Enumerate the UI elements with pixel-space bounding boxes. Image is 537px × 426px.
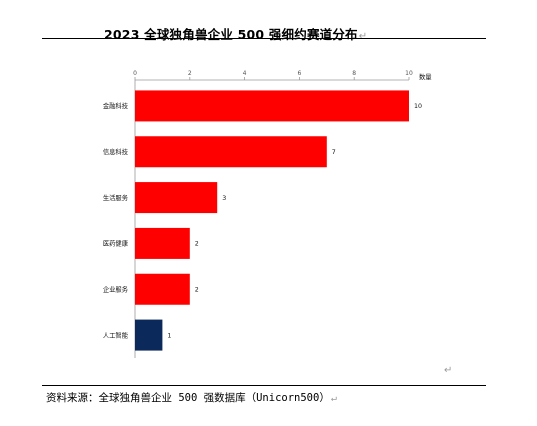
bar bbox=[135, 273, 190, 305]
category-label: 金融科技 bbox=[103, 101, 129, 110]
bar bbox=[135, 90, 409, 122]
category-label: 医药健康 bbox=[103, 239, 129, 248]
category-label: 企业服务 bbox=[103, 284, 129, 293]
data-label: 1 bbox=[167, 332, 171, 339]
category-label: 生活服务 bbox=[103, 193, 129, 202]
x-tick-label: 0 bbox=[133, 70, 137, 77]
title-rule bbox=[42, 38, 486, 39]
x-tick-label: 8 bbox=[352, 70, 356, 77]
data-label: 2 bbox=[195, 241, 199, 248]
return-mark-icon: ↵ bbox=[358, 31, 368, 42]
data-label: 2 bbox=[195, 286, 199, 293]
return-mark-icon: ↵ bbox=[330, 393, 337, 404]
category-label: 人工智能 bbox=[103, 330, 129, 339]
bar bbox=[135, 182, 218, 214]
data-label: 3 bbox=[222, 195, 226, 202]
bar bbox=[135, 136, 327, 168]
bar bbox=[135, 319, 163, 351]
category-label: 信息科技 bbox=[103, 147, 129, 156]
x-axis-label: 数量 bbox=[419, 72, 432, 81]
data-label: 10 bbox=[414, 103, 422, 110]
data-label: 7 bbox=[332, 149, 336, 156]
x-tick-label: 2 bbox=[188, 70, 192, 77]
x-tick-label: 4 bbox=[243, 70, 247, 77]
bar bbox=[135, 227, 190, 259]
return-mark-icon: ↵ bbox=[444, 365, 453, 376]
source-rule bbox=[42, 385, 486, 386]
x-tick-label: 10 bbox=[405, 70, 413, 77]
source-note: 资料来源：全球独角兽企业 500 强数据库（Unicorn500）↵ bbox=[46, 392, 337, 404]
x-tick-label: 6 bbox=[297, 70, 301, 77]
